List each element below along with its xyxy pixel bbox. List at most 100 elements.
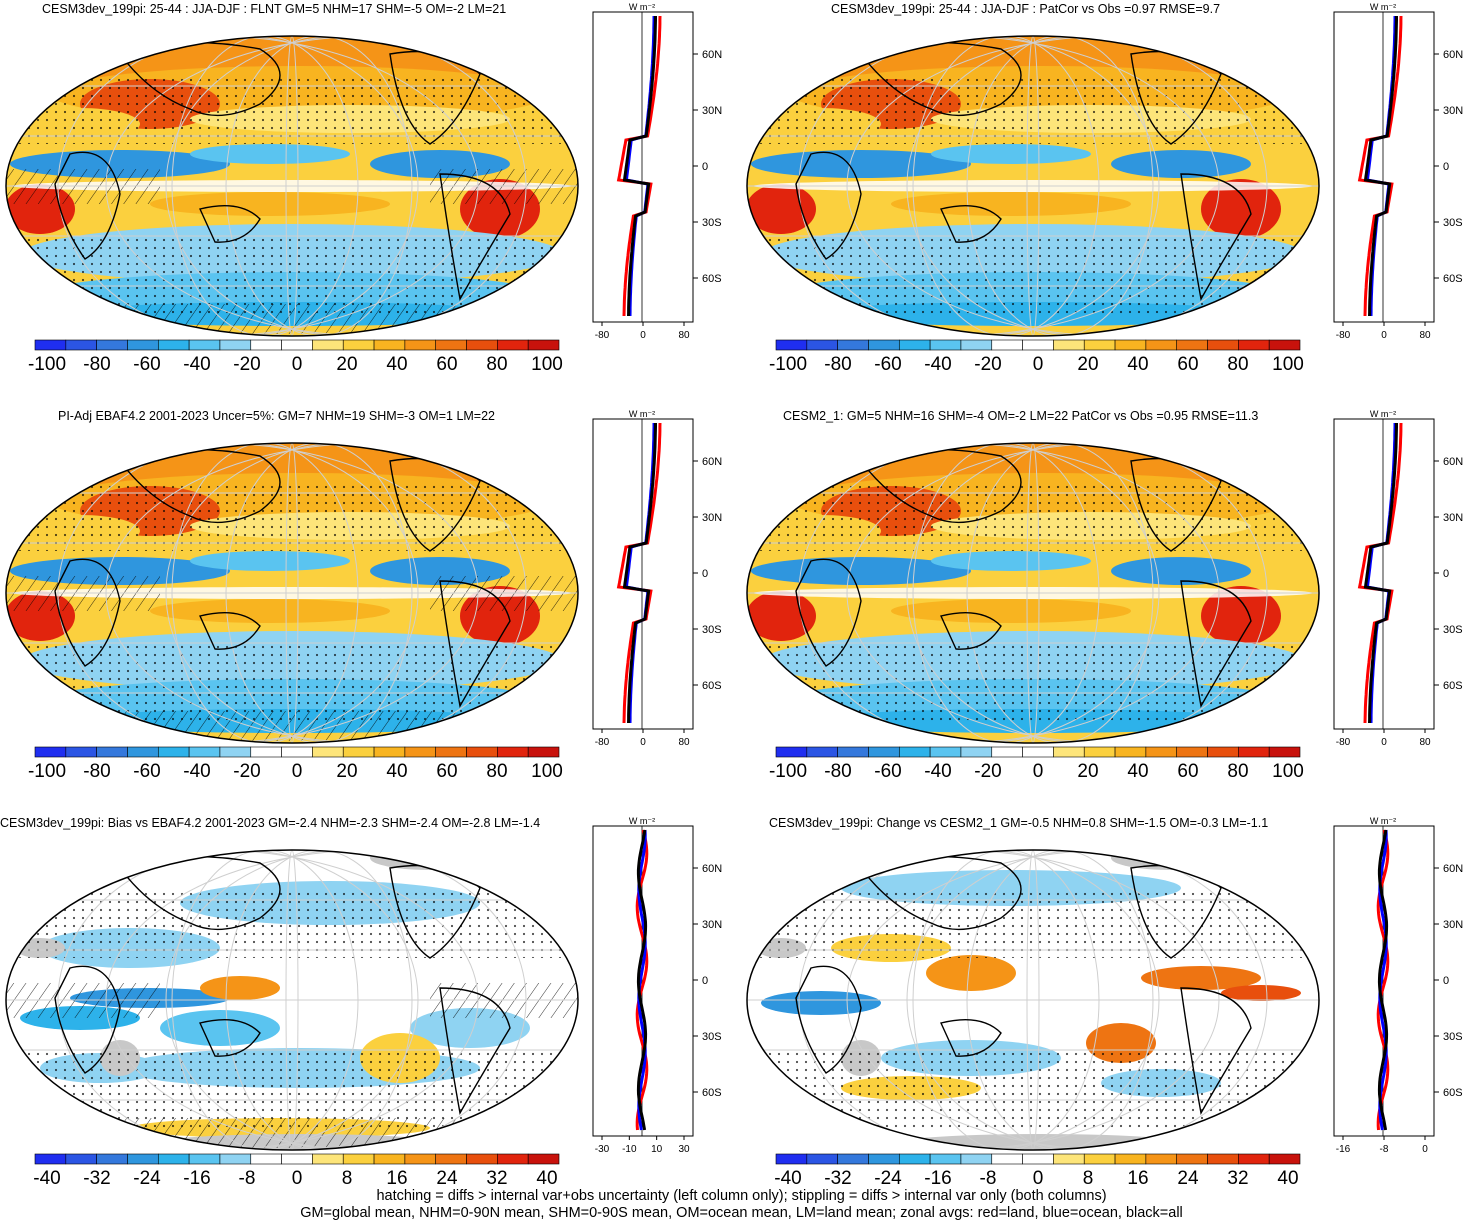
profile-latitude-tick: 30S	[1443, 624, 1463, 636]
colorbar-swatch	[466, 1153, 498, 1165]
colorbar-swatch	[373, 339, 406, 351]
colorbar-swatch	[806, 1153, 838, 1165]
colorbar-tick-label: -80	[824, 354, 852, 375]
colorbar-swatch	[898, 746, 931, 758]
field-anomaly-region	[160, 1010, 280, 1046]
profile-latitude-tick: 0	[702, 568, 708, 580]
colorbar-swatch	[1207, 339, 1239, 351]
colorbar-tick-label: -80	[83, 761, 111, 782]
map-frame	[746, 849, 1320, 1151]
colorbar-swatch	[404, 746, 437, 758]
colorbar-tick-label: 0	[1032, 761, 1044, 782]
colorbar	[34, 339, 560, 351]
profile-value-tick: 80	[1419, 330, 1431, 341]
colorbar-tick-label: -60	[874, 761, 902, 782]
colorbar-swatch	[929, 1153, 962, 1165]
colorbar-swatch	[1268, 1153, 1301, 1165]
colorbar-tick-label: -20	[974, 354, 1002, 375]
profile-value-tick: -80	[595, 737, 610, 748]
colorbar-swatch	[929, 746, 962, 758]
colorbar-tick-label: 20	[336, 761, 358, 782]
coastline	[795, 151, 862, 260]
colorbar-swatch	[960, 339, 993, 351]
colorbar-tick-label: 80	[1227, 354, 1249, 375]
profile-latitude-tick: 60S	[702, 1087, 722, 1099]
colorbar-swatch	[342, 1153, 375, 1165]
colorbar-swatch	[157, 746, 190, 758]
profile-value-tick: -80	[595, 330, 610, 341]
colorbar-swatch	[250, 1153, 282, 1165]
colorbar-swatch	[312, 746, 344, 758]
colorbar-swatch	[527, 339, 560, 351]
map-frame	[5, 35, 579, 337]
colorbar-tick-label: 24	[436, 1168, 458, 1189]
colorbar-swatch	[837, 746, 869, 758]
colorbar-tick-label: 8	[1082, 1168, 1094, 1189]
profile-latitude-tick: 0	[702, 161, 708, 173]
colorbar-tick-labels: -100 -80 -60 -40 -20 0 20 40 60 80 100	[0, 354, 580, 378]
colorbar-swatch	[806, 339, 838, 351]
colorbar-swatch	[497, 1153, 529, 1165]
field-anomaly-region	[751, 557, 971, 585]
field-anomaly-region	[1111, 150, 1251, 178]
coastline	[940, 1018, 1002, 1057]
colorbar-tick-label: -32	[83, 1168, 111, 1189]
panel-change: CESM3dev_199pi: Change vs CESM2_1 GM=-0.…	[741, 814, 1482, 1221]
world-map	[5, 35, 579, 337]
profile-latitude-tick: 60N	[702, 863, 722, 875]
coastline	[439, 173, 511, 302]
colorbar-tick-label: -80	[83, 354, 111, 375]
colorbar-swatch	[219, 1153, 252, 1165]
zonal-land-curve	[616, 15, 662, 317]
coastline	[54, 558, 121, 667]
profile-units-label: W m⁻²	[629, 2, 655, 12]
colorbar-swatch	[1238, 339, 1270, 351]
profile-value-tick: -8	[1380, 1144, 1389, 1155]
zonal-all-curve	[622, 16, 657, 317]
colorbar-swatch	[837, 339, 869, 351]
map-frame	[5, 849, 579, 1151]
colorbar-swatch	[466, 746, 498, 758]
coastline	[439, 580, 511, 709]
colorbar-swatch	[312, 339, 344, 351]
profile-latitude-tick: 30S	[1443, 1031, 1463, 1043]
colorbar-swatch	[1207, 746, 1239, 758]
colorbar-tick-label: -60	[133, 761, 161, 782]
colorbar-swatch	[991, 746, 1023, 758]
profile-latitude-tick: 60S	[702, 680, 722, 692]
field-anomaly-region	[190, 551, 350, 571]
colorbar-tick-label: -40	[924, 761, 952, 782]
colorbar-tick-label: -40	[183, 761, 211, 782]
colorbar-swatch	[250, 339, 282, 351]
colorbar-swatch	[188, 1153, 221, 1165]
profile-value-tick: 0	[1422, 1144, 1428, 1155]
field-anomaly-region	[1221, 985, 1301, 1001]
colorbar-swatch	[960, 1153, 993, 1165]
colorbar-swatch	[868, 339, 900, 351]
field-anomaly-region	[150, 192, 390, 216]
colorbar-swatch	[1083, 339, 1116, 351]
panel-title: PI-Adj EBAF4.2 2001-2023 Uncer=5%: GM=7 …	[58, 409, 496, 423]
colorbar-tick-label: 100	[1272, 354, 1304, 375]
colorbar-swatch	[1022, 339, 1054, 351]
panel-title: CESM2_1: GM=5 NHM=16 SHM=-4 OM=-2 LM=22 …	[783, 409, 1259, 423]
colorbar-tick-label: -60	[874, 354, 902, 375]
world-map	[746, 35, 1320, 337]
colorbar-tick-label: -20	[233, 354, 261, 375]
colorbar-tick-label: -40	[774, 1168, 802, 1189]
zonal-average-profile: W m⁻² 60N 30N 0 30S 60S -30 -10 10 30	[592, 816, 722, 1155]
colorbar-tick-label: 80	[1227, 761, 1249, 782]
colorbar-swatch	[898, 339, 931, 351]
colorbar-tick-label: -100	[27, 354, 67, 375]
profile-latitude-tick: 60N	[702, 456, 722, 468]
coastline	[795, 965, 862, 1074]
colorbar-swatch	[1053, 339, 1085, 351]
colorbar-swatch	[929, 339, 962, 351]
colorbar-swatch	[991, 1153, 1023, 1165]
colorbar-tick-label: 80	[486, 761, 508, 782]
zonal-land-curve	[616, 422, 662, 724]
zonal-land-curve	[1357, 15, 1403, 317]
profile-value-tick: -80	[1336, 737, 1351, 748]
colorbar-tick-label: 24	[1177, 1168, 1199, 1189]
coastline	[940, 611, 1002, 650]
